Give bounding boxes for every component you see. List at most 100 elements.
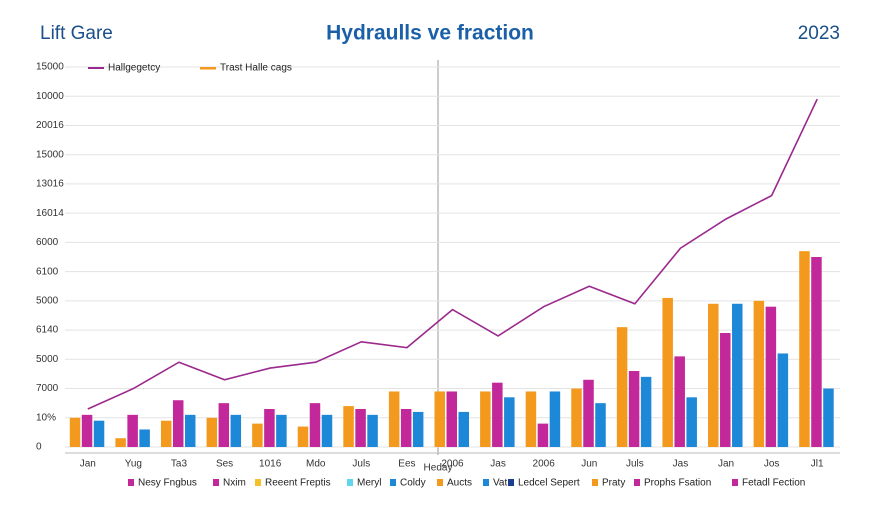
legend-label: Ledcel Sepert (518, 478, 580, 489)
legend-swatch (437, 479, 443, 486)
bar (297, 426, 309, 447)
bar (160, 420, 172, 447)
bar (732, 303, 743, 447)
bar (525, 391, 537, 447)
x-tick-label: Yug (125, 459, 142, 470)
bar (616, 327, 628, 447)
legend-swatch (128, 479, 134, 486)
x-tick-label: Ta3 (171, 459, 188, 470)
legend-swatch (213, 479, 219, 486)
bar (309, 403, 321, 447)
y-tick-label: 15000 (36, 149, 64, 160)
bar (708, 303, 719, 447)
x-tick-label: Juls (352, 459, 370, 470)
legend-swatch (255, 479, 261, 486)
x-tick-label: Jos (764, 459, 780, 470)
bar (628, 371, 640, 447)
x-tick-label: Jan (80, 459, 96, 470)
bar (662, 297, 673, 447)
bar (823, 388, 834, 447)
bar (492, 382, 503, 447)
bar (686, 397, 697, 447)
bar (674, 356, 685, 447)
chart-title: Hydraulls ve fraction (326, 22, 534, 45)
bar (321, 414, 333, 447)
x-tick-label: Jas (490, 459, 506, 470)
bar (127, 414, 138, 447)
y-tick-label: 5000 (36, 354, 59, 365)
bar (69, 417, 81, 447)
y-tick-label: 10% (36, 412, 56, 423)
x-axis-label: Heday (424, 463, 453, 474)
bar (595, 403, 606, 447)
bar (504, 397, 515, 447)
bar (172, 400, 184, 447)
bar (230, 414, 242, 447)
legend-swatch (732, 479, 738, 486)
legend-label: Nxim (223, 478, 246, 489)
y-tick-label: 13016 (36, 179, 64, 190)
y-tick-label: 6000 (36, 237, 59, 248)
bar (799, 251, 810, 447)
bar (549, 391, 561, 447)
y-tick-label: 6140 (36, 325, 59, 336)
legend-swatch (592, 479, 598, 486)
bar (252, 423, 263, 447)
corner-label: Lift Gare (40, 23, 113, 44)
bar (264, 409, 275, 447)
bar (753, 300, 765, 447)
legend-swatch (390, 479, 396, 486)
year-label: 2023 (798, 23, 840, 44)
bar (458, 411, 469, 447)
legend-label: Fetadl Fection (742, 478, 805, 489)
legend-swatch (483, 479, 489, 486)
bar (537, 423, 549, 447)
legend-label: Reeent Freptis (265, 478, 331, 489)
line-series (87, 98, 818, 410)
x-tick-label: Mdo (306, 459, 326, 470)
bar (206, 417, 218, 447)
bar (811, 257, 822, 447)
bar (400, 409, 412, 447)
x-tick-label: Jl1 (811, 459, 824, 470)
y-tick-label: 16014 (36, 208, 64, 219)
bar (583, 379, 594, 447)
legend-label: Prophs Fsation (644, 478, 711, 489)
bar (367, 414, 378, 447)
bar (81, 414, 93, 447)
bar (434, 391, 446, 447)
bar (139, 429, 150, 447)
bar (777, 353, 789, 447)
y-tick-label: 6100 (36, 266, 59, 277)
x-tick-label: 2006 (441, 459, 464, 470)
x-tick-label: 2006 (533, 459, 556, 470)
x-tick-label: Jas (673, 459, 689, 470)
y-tick-label: 7000 (36, 383, 59, 394)
x-tick-label: Jun (581, 459, 597, 470)
legend-label: Vat (493, 478, 507, 489)
bar (765, 306, 777, 447)
bar (446, 391, 457, 447)
legend-swatch (200, 67, 216, 70)
y-tick-label: 5000 (36, 295, 59, 306)
y-tick-label: 10000 (36, 91, 64, 102)
bar (115, 438, 126, 447)
bar (276, 414, 287, 447)
legend-swatch (634, 479, 640, 486)
legend-label: Nesy Fngbus (138, 478, 197, 489)
bar (388, 391, 400, 447)
bar (343, 406, 354, 447)
x-tick-label: Ees (398, 459, 415, 470)
legend-label: Coldy (400, 478, 426, 489)
bar (218, 403, 230, 447)
legend-label: Aucts (447, 478, 472, 489)
legend-swatch (347, 479, 353, 486)
bar (93, 420, 105, 447)
bar (571, 388, 582, 447)
legend-label: Hallgegetcy (108, 63, 160, 74)
y-tick-label: 0 (36, 442, 42, 453)
bar (720, 333, 731, 447)
legend-swatch (508, 479, 514, 486)
y-tick-label: 15000 (36, 62, 64, 73)
x-tick-label: 1016 (259, 459, 282, 470)
